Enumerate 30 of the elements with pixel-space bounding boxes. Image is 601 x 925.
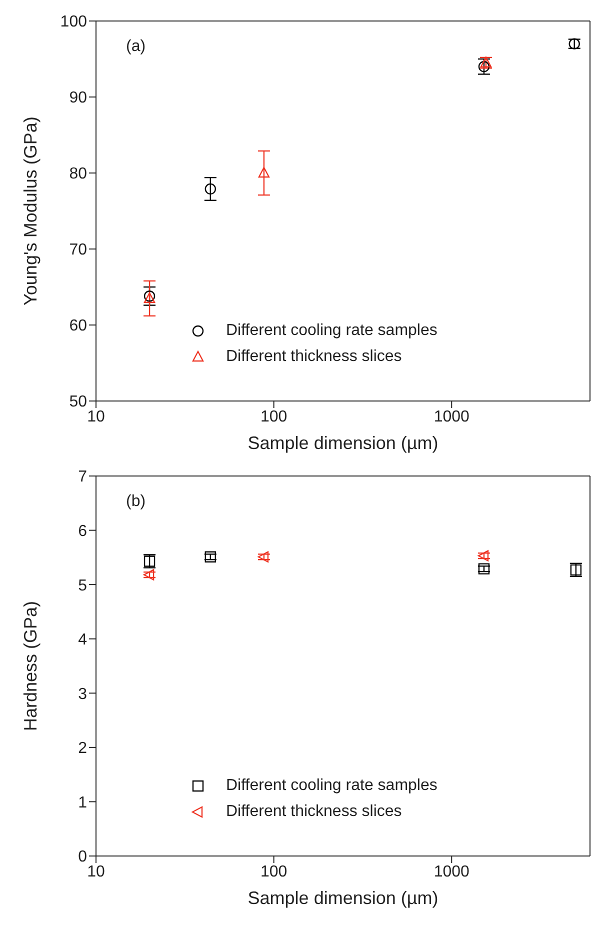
y-tick-label: 0 [78, 848, 88, 866]
x-tick-label: 100 [260, 408, 288, 426]
legend-label: Different cooling rate samples [226, 322, 438, 340]
annotation: (a) [126, 38, 146, 56]
x-tick-label: 1000 [434, 408, 470, 426]
y-tick-label: 1 [78, 794, 88, 812]
y-tick-label: 4 [78, 632, 88, 649]
y-tick-label: 80 [69, 166, 88, 183]
y-tick-label: 3 [78, 686, 88, 703]
x-tick-label: 10 [87, 408, 105, 426]
y-tick-label: 7 [78, 468, 88, 486]
y-tick-label: 5 [78, 577, 88, 594]
y-axis-title: Young's Modulus (GPa) [20, 116, 40, 306]
x-tick-label: 100 [260, 863, 288, 880]
y-tick-label: 60 [69, 318, 88, 335]
legend-label: Different thickness slices [226, 803, 402, 821]
legend-label: Different thickness slices [226, 348, 402, 366]
y-tick-label: 70 [69, 242, 88, 259]
legend-label: Different cooling rate samples [226, 777, 438, 795]
annotation: (b) [126, 493, 146, 511]
y-tick-label: 6 [78, 522, 88, 540]
x-tick-label: 10 [87, 863, 105, 880]
x-axis-title: Sample dimension (µm) [248, 888, 438, 908]
y-axis-title: Hardness (GPa) [20, 600, 40, 732]
y-tick-label: 90 [69, 90, 88, 107]
y-tick-label: 50 [69, 394, 88, 411]
x-axis-title: Sample dimension (µm) [248, 433, 438, 453]
y-tick-label: 100 [60, 14, 88, 31]
y-tick-label: 2 [78, 740, 88, 758]
x-tick-label: 1000 [434, 863, 470, 880]
